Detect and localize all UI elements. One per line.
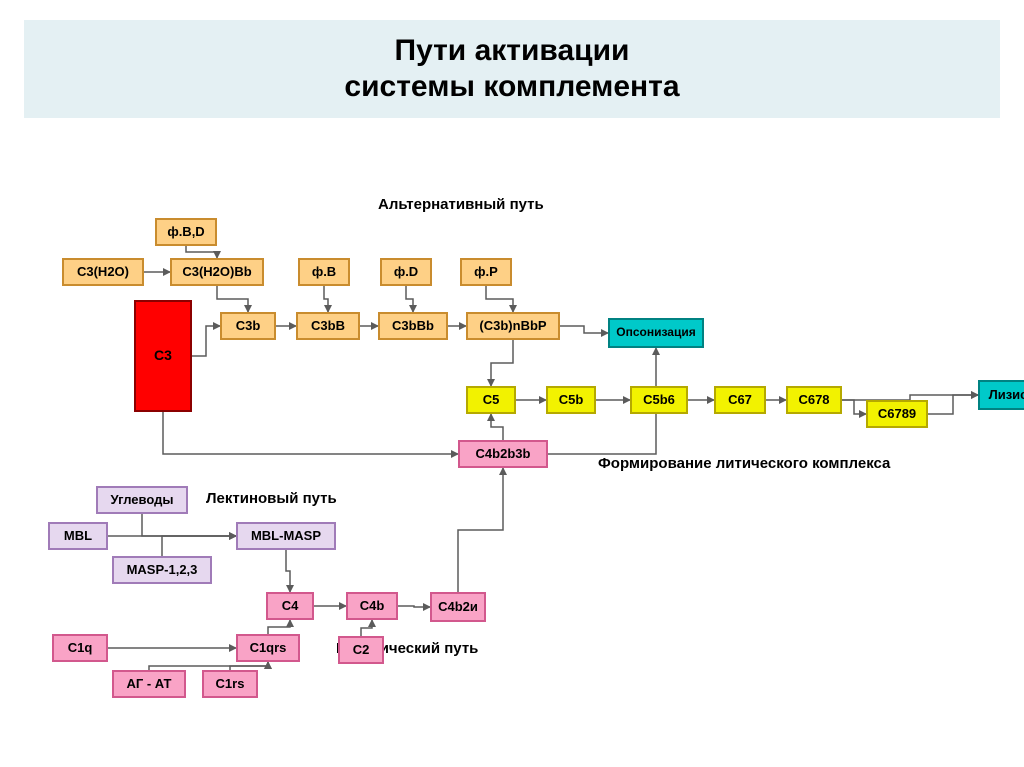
node-C3H2O: C3(H2O) [62,258,144,286]
node-MBL: MBL [48,522,108,550]
section-label-alt-path: Альтернативный путь [378,196,544,213]
node-C67: C67 [714,386,766,414]
page-title: Пути активациисистемы комплемента [344,33,679,105]
node-C3: C3 [134,300,192,412]
diagram-canvas: Пути активациисистемы комплемента Альтер… [0,0,1024,767]
node-AGAT: АГ - АТ [112,670,186,698]
edge-fD-C3bBb [406,286,413,312]
edge-C2-C4b [361,620,372,636]
edge-C678-C6789 [842,400,866,414]
node-C4b2b3b: C4b2b3b [458,440,548,468]
node-C3bB: C3bB [296,312,360,340]
edge-C4b2n-C4b2b3b [458,468,503,592]
edge-C6789-Lysis [928,395,978,414]
edge-C3bnBbP-Opson [560,326,608,333]
edge-C4b2b3b-C5 [491,414,503,440]
edge-C1qrs-C4 [268,620,290,634]
node-fBD: ф.B,D [155,218,217,246]
section-label-lectin-path: Лектиновый путь [206,490,337,507]
edge-C3H2OBb-C3b [217,286,248,312]
section-label-lytic-complex: Формирование литического комплекса [598,455,890,472]
node-C3bnBbP: (C3b)nBbP [466,312,560,340]
edge-fBD-C3H2OBb [186,246,217,258]
title-band: Пути активациисистемы комплемента [24,20,1000,118]
node-MBLMASP: MBL-MASP [236,522,336,550]
edge-MBLMASP-C4 [286,550,290,592]
node-fD: ф.D [380,258,432,286]
edge-C4b-C4b2n [398,606,430,607]
edge-C3-C3b [192,326,220,356]
node-C1rs: C1rs [202,670,258,698]
edge-C3bnBbP-C5 [491,340,513,386]
node-fB: ф.B [298,258,350,286]
edge-C1rs-C1qrs [230,662,268,670]
node-C1q: C1q [52,634,108,662]
node-Carbs: Углеводы [96,486,188,514]
edge-C3-C4b2b3b [163,412,458,454]
node-C5b: C5b [546,386,596,414]
edge-AGAT-C1qrs [149,662,268,670]
edge-Carbs-MBLMASP [142,514,236,536]
node-C5: C5 [466,386,516,414]
node-C1qrs: C1qrs [236,634,300,662]
node-C678: C678 [786,386,842,414]
edge-fB-C3bB [324,286,328,312]
node-C5b6: C5b6 [630,386,688,414]
node-C3b: C3b [220,312,276,340]
node-Lysis: Лизис [978,380,1024,410]
node-C6789: C6789 [866,400,928,428]
edge-MASP123-MBLMASP [162,536,236,556]
edge-fP-C3bnBbP [486,286,513,312]
node-C3H2OBb: C3(H2O)Bb [170,258,264,286]
node-C4b2n: C4b2и [430,592,486,622]
node-C4b: C4b [346,592,398,620]
node-C2: C2 [338,636,384,664]
node-Opson: Опсонизация [608,318,704,348]
node-C4: C4 [266,592,314,620]
node-MASP123: MASP-1,2,3 [112,556,212,584]
node-fP: ф.P [460,258,512,286]
node-C3bBb: C3bBb [378,312,448,340]
